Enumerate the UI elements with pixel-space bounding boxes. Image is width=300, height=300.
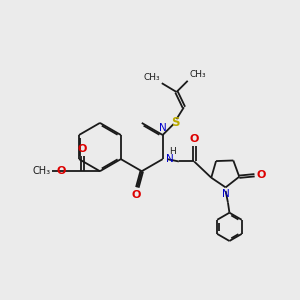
Text: CH₃: CH₃ xyxy=(32,166,50,176)
Text: O: O xyxy=(78,143,87,154)
Text: O: O xyxy=(131,190,141,200)
Text: S: S xyxy=(171,116,179,129)
Text: O: O xyxy=(190,134,199,144)
Text: N: N xyxy=(159,123,167,133)
Text: CH₃: CH₃ xyxy=(144,73,160,82)
Text: CH₃: CH₃ xyxy=(189,70,206,79)
Text: N: N xyxy=(166,154,174,164)
Text: O: O xyxy=(57,166,66,176)
Text: H: H xyxy=(169,147,176,156)
Text: N: N xyxy=(222,189,230,199)
Text: O: O xyxy=(257,170,266,180)
